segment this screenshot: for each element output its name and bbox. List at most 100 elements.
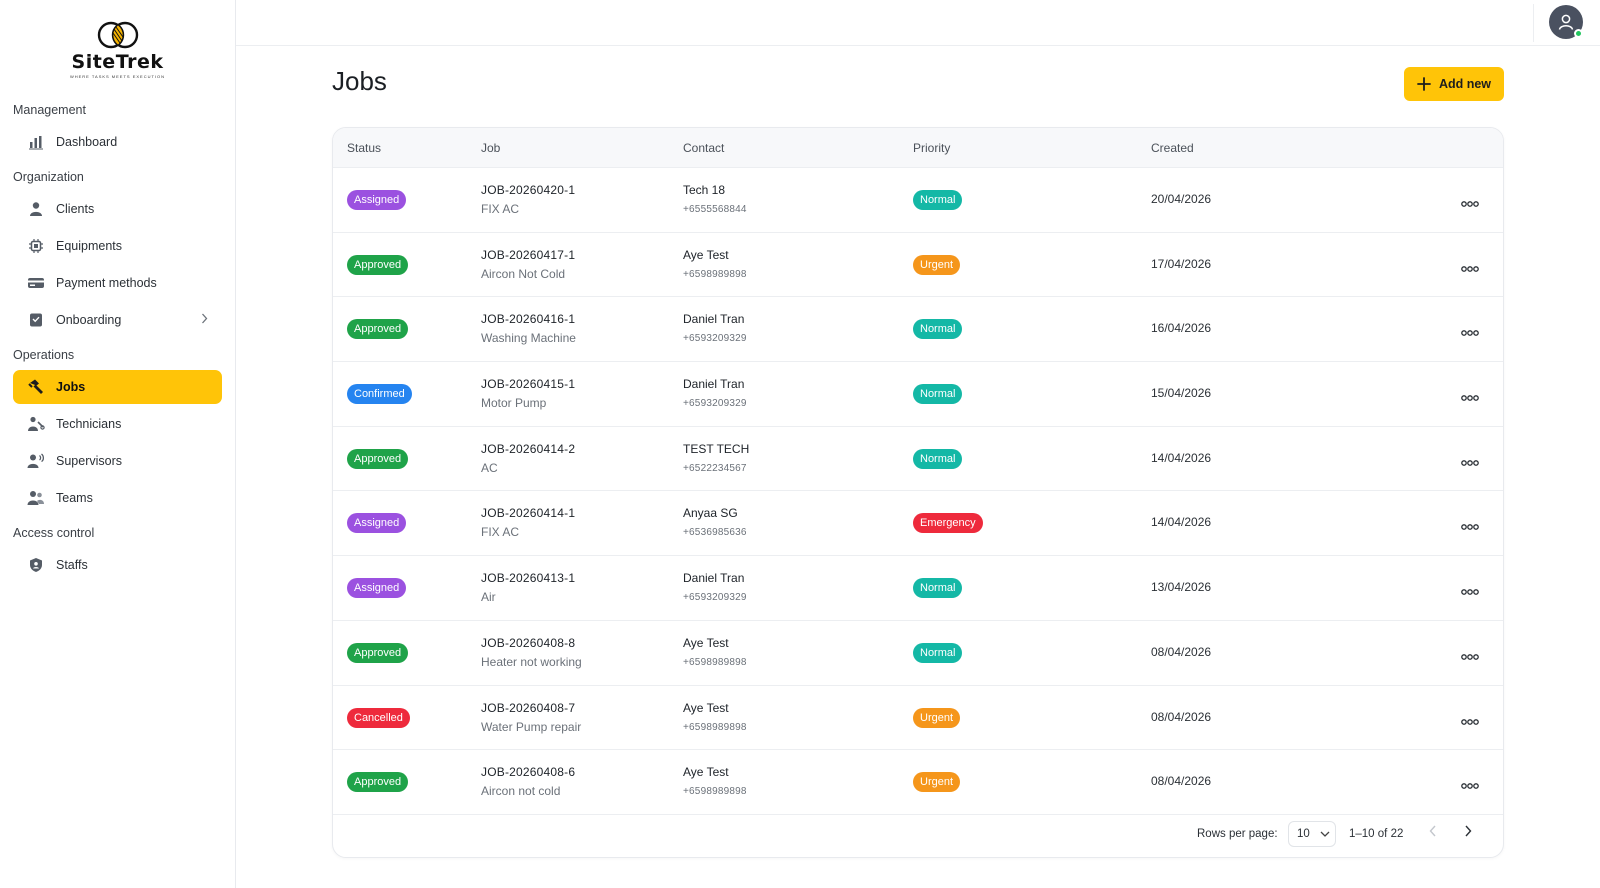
previous-page-button[interactable]: [1429, 825, 1437, 840]
more-horizontal-icon: [1461, 589, 1479, 595]
created-date: 13/04/2026: [1151, 580, 1212, 595]
priority-badge: Emergency: [913, 513, 983, 534]
row-actions-button[interactable]: [1461, 712, 1479, 730]
row-actions-button[interactable]: [1461, 582, 1479, 600]
status-badge: Approved: [347, 254, 409, 275]
job-cell: JOB-20260413-1 Air: [481, 571, 575, 604]
sidebar-section-title: Organization: [13, 170, 84, 184]
job-id: JOB-20260408-6: [481, 765, 576, 780]
priority-cell: Emergency: [913, 513, 983, 534]
logo-icon: [97, 21, 138, 49]
row-actions-button[interactable]: [1461, 388, 1479, 406]
add-new-button[interactable]: Add new: [1404, 67, 1504, 101]
priority-cell: Normal: [913, 384, 963, 405]
job-description: Aircon not cold: [481, 784, 561, 799]
sidebar-item-dashboard[interactable]: Dashboard: [13, 125, 222, 159]
column-header-status[interactable]: Status: [347, 141, 382, 155]
table-row[interactable]: Confirmed JOB-20260415-1 Motor Pump Dani…: [333, 362, 1503, 427]
sidebar-item-jobs[interactable]: Jobs: [13, 370, 222, 404]
next-page-button[interactable]: [1464, 825, 1472, 840]
row-actions-button[interactable]: [1461, 776, 1479, 794]
sidebar-item-staffs[interactable]: Staffs: [13, 548, 222, 582]
column-header-job[interactable]: Job: [481, 141, 501, 155]
priority-badge: Normal: [913, 642, 963, 663]
sidebar-item-teams[interactable]: Teams: [13, 481, 222, 515]
onboarding-icon: [26, 310, 46, 330]
job-id: JOB-20260416-1: [481, 312, 576, 327]
row-actions-button[interactable]: [1461, 194, 1479, 212]
status-cell: Approved: [347, 319, 409, 340]
sidebar-item-clients[interactable]: Clients: [13, 192, 222, 226]
job-id: JOB-20260413-1: [481, 571, 576, 586]
table-row[interactable]: Assigned JOB-20260420-1 FIX AC Tech 18 +…: [333, 168, 1503, 233]
table-row[interactable]: Approved JOB-20260408-6 Aircon not cold …: [333, 750, 1503, 815]
row-actions-button[interactable]: [1461, 453, 1479, 471]
table-row[interactable]: Cancelled JOB-20260408-7 Water Pump repa…: [333, 686, 1503, 751]
sidebar-item-payment-methods[interactable]: Payment methods: [13, 266, 222, 300]
column-header-created[interactable]: Created: [1151, 141, 1194, 155]
contact-cell: Aye Test +6598989898: [683, 248, 747, 280]
priority-badge: Normal: [913, 578, 963, 599]
sidebar-section-title: Access control: [13, 526, 95, 540]
job-id: JOB-20260414-2: [481, 441, 576, 456]
sidebar-item-onboarding[interactable]: Onboarding: [13, 303, 222, 337]
contact-cell: Daniel Tran +6593209329: [683, 571, 747, 603]
job-id: JOB-20260408-8: [481, 635, 576, 650]
sidebar-item-label: Dashboard: [56, 135, 118, 149]
user-avatar[interactable]: [1549, 5, 1583, 39]
chart-icon: [26, 132, 46, 152]
row-actions-button[interactable]: [1461, 259, 1479, 277]
sidebar-item-label: Equipments: [56, 239, 123, 253]
status-badge: Cancelled: [347, 707, 410, 728]
table-row[interactable]: Approved JOB-20260417-1 Aircon Not Cold …: [333, 233, 1503, 298]
contact-name: Daniel Tran: [683, 571, 745, 586]
sidebar-item-technicians[interactable]: Technicians: [13, 407, 222, 441]
more-horizontal-icon: [1461, 265, 1479, 272]
job-description: Air: [481, 590, 496, 605]
sidebar-item-equipments[interactable]: Equipments: [13, 229, 222, 263]
jobs-table: Status Job Contact Priority Created Assi…: [332, 127, 1504, 858]
priority-cell: Normal: [913, 448, 963, 469]
table-header: Status Job Contact Priority Created: [333, 128, 1503, 168]
card-icon: [26, 273, 46, 293]
contact-name: Tech 18: [683, 183, 726, 197]
status-cell: Confirmed: [347, 384, 412, 405]
row-actions-button[interactable]: [1461, 517, 1479, 535]
contact-name: Aye Test: [683, 635, 729, 650]
job-cell: JOB-20260420-1 FIX AC: [481, 183, 575, 216]
contact-phone: +6593209329: [683, 592, 747, 604]
brand-tagline: WHERE TASKS MEETS EXECUTION: [69, 74, 166, 79]
created-date: 20/04/2026: [1151, 192, 1212, 206]
topbar-divider: [1533, 4, 1534, 42]
created-date: 16/04/2026: [1151, 321, 1212, 336]
table-row[interactable]: Approved JOB-20260414-2 AC TEST TECH +65…: [333, 427, 1503, 492]
contact-phone: +6598989898: [683, 656, 747, 668]
table-row[interactable]: Approved JOB-20260408-8 Heater not worki…: [333, 621, 1503, 686]
contact-name: Aye Test: [683, 765, 729, 780]
contact-name: Daniel Tran: [683, 377, 745, 392]
supervisor-icon: [26, 451, 46, 471]
table-row[interactable]: Assigned JOB-20260413-1 Air Daniel Tran …: [333, 556, 1503, 621]
table-row[interactable]: Assigned JOB-20260414-1 FIX AC Anyaa SG …: [333, 491, 1503, 557]
sidebar-nav: Management Dashboard Organization Clients Eq…: [0, 98, 235, 582]
table-row[interactable]: Approved JOB-20260416-1 Washing Machine …: [333, 297, 1503, 363]
priority-cell: Urgent: [913, 707, 961, 728]
rows-per-page-select[interactable]: 10: [1288, 821, 1336, 847]
column-header-contact[interactable]: Contact: [683, 141, 725, 155]
priority-badge: Normal: [913, 319, 963, 340]
job-description: AC: [481, 460, 498, 475]
status-cell: Approved: [347, 448, 409, 469]
column-header-priority[interactable]: Priority: [913, 141, 951, 155]
status-cell: Approved: [347, 772, 409, 793]
status-cell: Assigned: [347, 513, 407, 534]
contact-phone: +6593209329: [683, 333, 747, 345]
job-cell: JOB-20260408-7 Water Pump repair: [481, 701, 581, 734]
sidebar-item-supervisors[interactable]: Supervisors: [13, 444, 222, 478]
job-description: Water Pump repair: [481, 719, 582, 734]
priority-badge: Urgent: [913, 707, 961, 728]
job-cell: JOB-20260417-1 Aircon Not Cold: [481, 248, 575, 281]
row-actions-button[interactable]: [1461, 323, 1479, 341]
job-id: JOB-20260417-1: [481, 247, 576, 262]
row-actions-button[interactable]: [1461, 647, 1479, 665]
status-cell: Cancelled: [347, 707, 410, 728]
